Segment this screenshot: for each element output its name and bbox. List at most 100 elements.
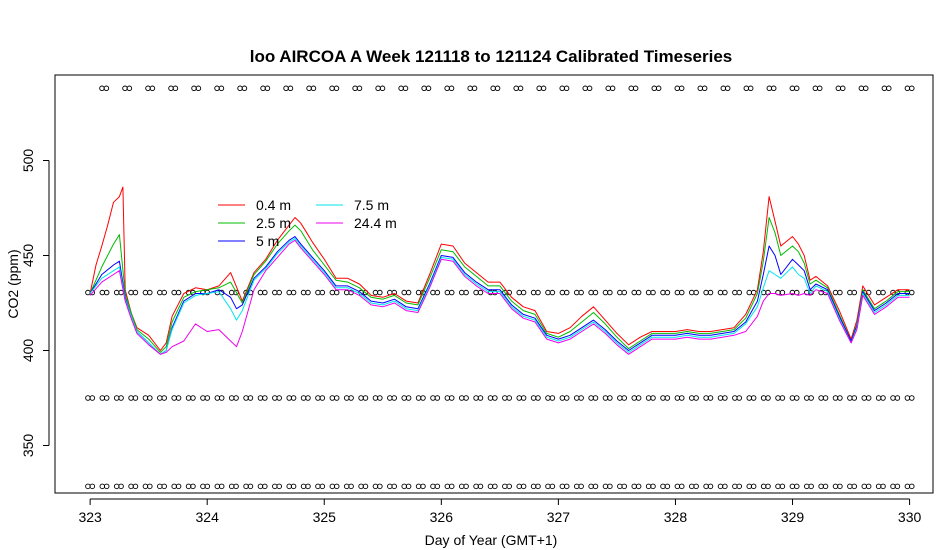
flag-marker xyxy=(837,483,843,490)
legend-label: 0.4 m xyxy=(256,197,291,213)
legend: 0.4 m 2.5 m 5 m 7.5 m 24.4 m xyxy=(218,197,397,249)
flag-marker xyxy=(283,85,289,92)
flag-marker xyxy=(545,395,551,401)
flag-marker xyxy=(387,483,393,490)
flag-marker xyxy=(693,395,699,401)
flag-marker xyxy=(175,395,182,401)
plot-frame xyxy=(54,74,934,494)
flag-marker xyxy=(717,483,724,490)
flag-marker xyxy=(358,395,364,401)
flag-marker xyxy=(467,85,473,92)
flag-marker xyxy=(377,395,383,401)
y-tick-label: 450 xyxy=(20,244,36,268)
flag-marker xyxy=(880,289,886,296)
flag-marker xyxy=(804,395,810,401)
flag-marker xyxy=(195,85,202,92)
flag-marker xyxy=(894,483,901,490)
y-tick-label: 350 xyxy=(20,434,36,458)
flag-marker xyxy=(103,85,110,92)
flag-marker xyxy=(664,289,671,296)
flag-marker xyxy=(894,395,901,401)
flag-marker xyxy=(818,483,824,490)
flag-marker xyxy=(391,395,397,401)
flag-marker xyxy=(736,395,743,401)
flag-marker xyxy=(506,483,512,490)
flag-marker xyxy=(128,289,134,296)
flag-marker xyxy=(851,289,858,296)
flag-marker xyxy=(701,85,708,92)
flag-marker xyxy=(262,395,268,401)
flag-marker xyxy=(736,289,743,296)
flag-marker xyxy=(605,85,611,92)
flag-marker xyxy=(609,85,616,92)
flag-marker xyxy=(444,483,451,490)
flag-marker xyxy=(372,483,379,490)
flag-marker xyxy=(573,483,580,490)
flag-marker xyxy=(679,483,685,490)
series-line-7-5-m xyxy=(89,237,910,355)
flag-marker xyxy=(732,483,738,490)
flag-marker xyxy=(287,85,294,92)
legend-label: 7.5 m xyxy=(354,197,389,213)
flag-marker xyxy=(243,483,249,490)
flag-marker xyxy=(191,85,197,92)
flag-marker xyxy=(779,483,786,490)
flag-marker xyxy=(621,395,628,401)
x-tick-label: 328 xyxy=(664,509,688,525)
flag-marker xyxy=(664,483,671,490)
flag-markers xyxy=(85,85,915,490)
flag-marker xyxy=(513,85,519,92)
flag-marker xyxy=(247,395,254,401)
flag-marker xyxy=(157,395,163,401)
flag-marker xyxy=(448,289,455,296)
flag-marker xyxy=(746,395,752,401)
flag-marker xyxy=(794,483,800,490)
flag-marker xyxy=(204,483,211,490)
flag-marker xyxy=(272,483,278,490)
flag-marker xyxy=(319,395,326,401)
flag-marker xyxy=(578,395,584,401)
x-tick-label: 326 xyxy=(430,509,454,525)
flag-marker xyxy=(310,85,317,92)
flag-marker xyxy=(132,395,139,401)
flag-marker xyxy=(247,483,254,490)
flag-marker xyxy=(750,483,757,490)
flag-marker xyxy=(592,289,599,296)
flag-marker xyxy=(617,483,623,490)
flag-marker xyxy=(463,395,469,401)
flag-marker xyxy=(329,85,335,92)
flag-marker xyxy=(746,483,752,490)
flag-marker xyxy=(573,395,580,401)
flag-marker xyxy=(793,85,800,92)
y-tick-label: 400 xyxy=(20,339,36,363)
flag-marker xyxy=(306,85,312,92)
flag-marker xyxy=(660,289,666,296)
flag-marker xyxy=(113,289,120,296)
flag-marker xyxy=(343,395,350,401)
flag-marker xyxy=(147,483,153,490)
flag-marker xyxy=(549,483,556,490)
flag-marker xyxy=(586,85,593,92)
flag-marker xyxy=(617,395,623,401)
flag-marker xyxy=(549,289,556,296)
flag-marker xyxy=(300,483,307,490)
flag-marker xyxy=(818,395,824,401)
flag-marker xyxy=(535,289,541,296)
flag-marker xyxy=(200,483,206,490)
flag-marker xyxy=(377,289,383,296)
flag-marker xyxy=(779,289,786,296)
flag-marker xyxy=(103,395,110,401)
flag-marker xyxy=(536,85,542,92)
flag-marker xyxy=(832,395,839,401)
flag-marker xyxy=(502,483,508,490)
flag-marker xyxy=(233,395,239,401)
flag-marker xyxy=(99,395,106,401)
flag-marker xyxy=(703,289,709,296)
flag-marker xyxy=(243,395,249,401)
flag-marker xyxy=(157,289,163,296)
flag-marker xyxy=(185,483,192,490)
flag-marker xyxy=(617,289,623,296)
flag-marker xyxy=(770,85,777,92)
flag-marker xyxy=(218,395,225,401)
